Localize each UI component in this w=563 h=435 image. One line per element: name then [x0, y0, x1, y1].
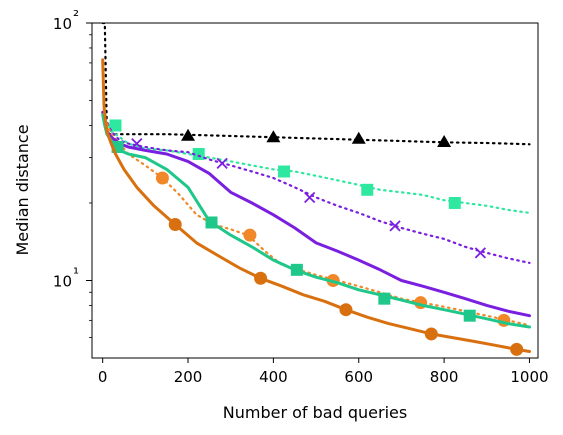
series-2-marker-4	[474, 247, 487, 259]
y-tick-label-0: 10	[53, 272, 72, 290]
series-0-marker-1	[266, 130, 281, 143]
series-6-marker-1	[254, 271, 268, 285]
series-1-marker-4	[448, 196, 461, 209]
series-1-marker-1	[192, 147, 205, 160]
series-3-marker-1	[243, 228, 257, 242]
x-tick-label-5: 1000	[510, 368, 548, 386]
y-axis-label: Median distance	[13, 124, 32, 255]
x-tick-label-2: 400	[259, 368, 288, 386]
series-2-marker-2	[304, 191, 316, 204]
series-5-marker-1	[205, 216, 218, 229]
series-6-marker-4	[510, 342, 524, 356]
series-2-marker-1	[216, 157, 228, 170]
x-tick-label-4: 800	[430, 368, 459, 386]
series-6-marker-2	[339, 303, 353, 317]
series-line-6	[101, 58, 531, 353]
series-5-marker-3	[378, 292, 391, 305]
series-line-2	[101, 111, 531, 264]
series-5-marker-4	[463, 309, 476, 322]
series-2-marker-3	[389, 220, 401, 232]
x-tick-label-0: 0	[98, 368, 108, 386]
series-3-marker-0	[155, 171, 169, 185]
y-tick-exponent-1: ²	[73, 7, 79, 25]
plot-frame	[91, 22, 539, 359]
series-0-marker-3	[437, 135, 452, 148]
series-0-marker-0	[181, 128, 196, 141]
series-1-marker-0	[109, 119, 122, 132]
series-line-5	[101, 113, 531, 329]
series-6-marker-0	[168, 217, 182, 231]
y-tick-exponent-0: ¹	[73, 264, 79, 282]
series-5-marker-2	[290, 263, 303, 276]
series-line-0	[101, 23, 531, 146]
x-tick-label-3: 600	[344, 368, 373, 386]
y-tick-label-1: 10	[53, 15, 72, 33]
series-0-marker-2	[351, 131, 366, 144]
x-tick-label-1: 200	[174, 368, 203, 386]
series-1-marker-3	[361, 183, 374, 196]
series-layer	[101, 23, 531, 356]
x-axis-label: Number of bad queries	[223, 403, 407, 422]
series-6-marker-3	[424, 327, 438, 341]
series-1-marker-2	[278, 165, 291, 178]
